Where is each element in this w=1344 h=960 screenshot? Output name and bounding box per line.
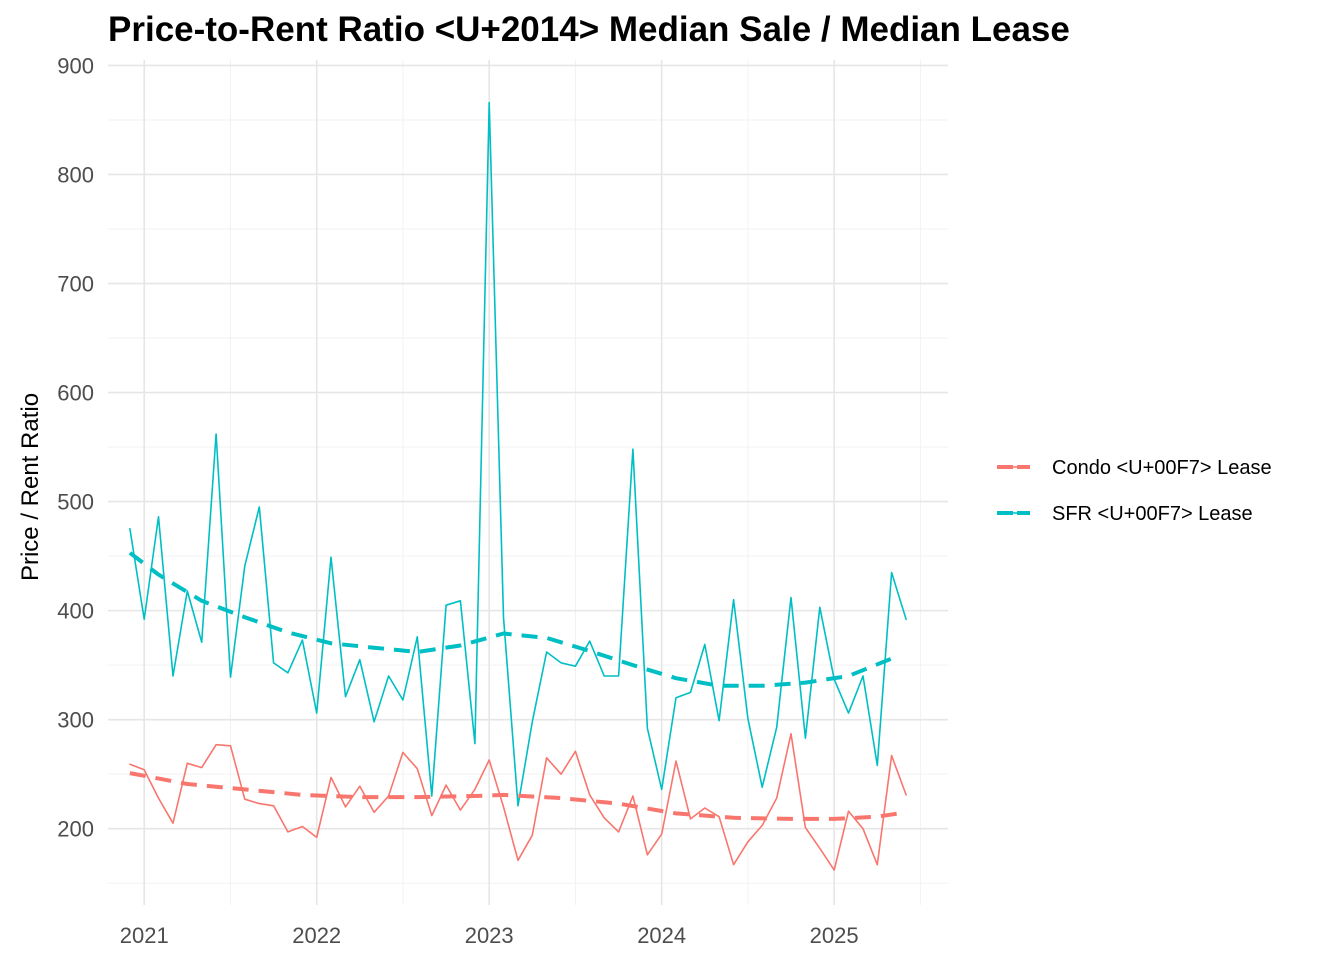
chart-title: Price-to-Rent Ratio <U+2014> Median Sale… [108, 10, 1070, 49]
series-layer [128, 101, 907, 871]
y-tick-label: 700 [57, 272, 94, 297]
grid-minor [108, 60, 948, 905]
legend: Condo <U+00F7> Lease SFR <U+00F7> Lease [997, 457, 1272, 525]
y-tick-label: 600 [57, 381, 94, 406]
grid-major [108, 60, 948, 905]
y-axis-ticks: 200 300 400 500 600 700 800 900 [57, 53, 94, 841]
x-tick-label: 2023 [465, 923, 514, 948]
y-tick-label: 400 [57, 599, 94, 624]
x-tick-label: 2024 [637, 923, 686, 948]
y-axis-title: Price / Rent Ratio [17, 393, 44, 581]
y-tick-label: 200 [57, 817, 94, 842]
y-tick-label: 900 [57, 53, 94, 78]
trend-line-series [128, 551, 893, 688]
x-axis-ticks: 2021 2022 2023 2024 2025 [120, 923, 859, 948]
x-tick-label: 2021 [120, 923, 169, 948]
y-tick-label: 500 [57, 490, 94, 515]
x-tick-label: 2025 [810, 923, 859, 948]
legend-label: SFR <U+00F7> Lease [1052, 503, 1253, 525]
trend-line-series [129, 771, 907, 821]
y-tick-label: 300 [57, 708, 94, 733]
legend-label: Condo <U+00F7> Lease [1052, 457, 1272, 479]
data-line-series [129, 732, 907, 871]
x-tick-label: 2022 [292, 923, 341, 948]
data-line-series [129, 101, 907, 807]
y-tick-label: 800 [57, 162, 94, 187]
